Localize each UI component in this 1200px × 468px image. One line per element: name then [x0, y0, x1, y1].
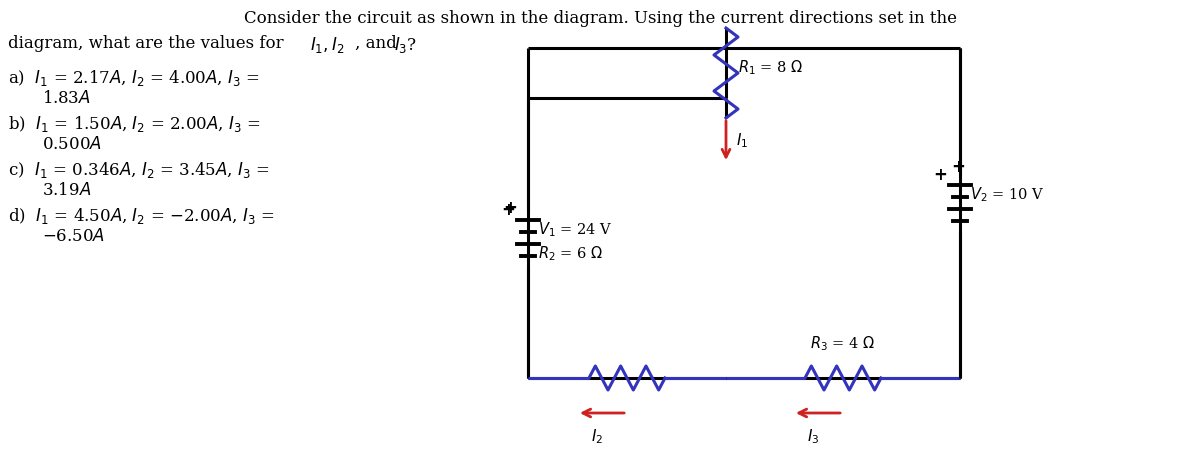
Text: +: + — [934, 166, 947, 184]
Text: +: + — [503, 199, 517, 217]
Text: −6.50$A$: −6.50$A$ — [42, 228, 106, 245]
Text: 0.500$A$: 0.500$A$ — [42, 136, 102, 153]
Text: $R_1$ = 8 $\Omega$: $R_1$ = 8 $\Omega$ — [738, 58, 803, 77]
Text: , and: , and — [355, 35, 402, 52]
Text: 3.19$A$: 3.19$A$ — [42, 182, 91, 199]
Text: $R_2$ = 6 $\Omega$: $R_2$ = 6 $\Omega$ — [538, 245, 604, 263]
Text: a)  $I_1$ = 2.17$A$, $I_2$ = 4.00$A$, $I_3$ =: a) $I_1$ = 2.17$A$, $I_2$ = 4.00$A$, $I_… — [8, 68, 259, 88]
Text: $R_3$ = 4 $\Omega$: $R_3$ = 4 $\Omega$ — [810, 334, 876, 353]
Text: d)  $I_1$ = 4.50$A$, $I_2$ = −2.00$A$, $I_3$ =: d) $I_1$ = 4.50$A$, $I_2$ = −2.00$A$, $I… — [8, 206, 275, 226]
Text: c)  $I_1$ = 0.346$A$, $I_2$ = 3.45$A$, $I_3$ =: c) $I_1$ = 0.346$A$, $I_2$ = 3.45$A$, $I… — [8, 160, 270, 180]
Text: $V_1$ = 24 V: $V_1$ = 24 V — [538, 220, 612, 239]
Text: diagram, what are the values for: diagram, what are the values for — [8, 35, 289, 52]
Text: Consider the circuit as shown in the diagram. Using the current directions set i: Consider the circuit as shown in the dia… — [244, 10, 956, 27]
Text: $I_2$: $I_2$ — [590, 427, 604, 446]
Text: $V_2$ = 10 V: $V_2$ = 10 V — [970, 186, 1044, 205]
Text: $I_3$: $I_3$ — [806, 427, 820, 446]
Text: +: + — [952, 158, 965, 176]
Text: b)  $I_1$ = 1.50$A$, $I_2$ = 2.00$A$, $I_3$ =: b) $I_1$ = 1.50$A$, $I_2$ = 2.00$A$, $I_… — [8, 114, 260, 134]
Text: $I_1$: $I_1$ — [736, 131, 749, 150]
Text: $I_1, I_2$: $I_1, I_2$ — [310, 35, 344, 55]
Text: 1.83$A$: 1.83$A$ — [42, 90, 91, 107]
Text: +: + — [502, 201, 515, 219]
Text: $I_3$?: $I_3$? — [394, 35, 418, 55]
